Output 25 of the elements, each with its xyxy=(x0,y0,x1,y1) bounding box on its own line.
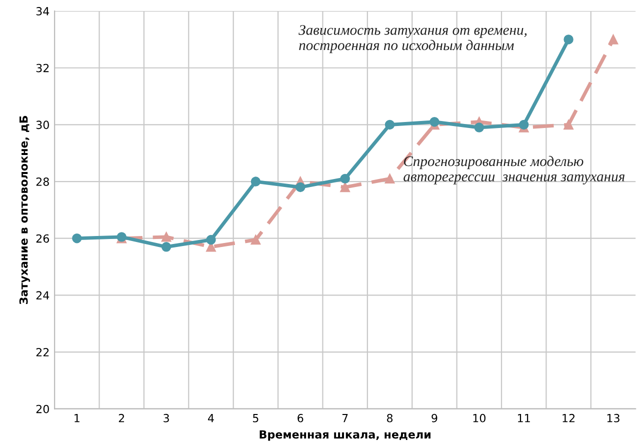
text: Зависимость затухания от времени, построенная по исходным данным xyxy=(298,25,527,54)
x-tick-label: 5 xyxy=(253,414,258,422)
y-tick-label: 34 xyxy=(36,7,50,16)
x-tick-label: 10 xyxy=(473,414,486,422)
x-tick-label: 6 xyxy=(298,414,304,422)
y-tick-label: 22 xyxy=(36,348,49,356)
x-tick-label: 8 xyxy=(386,414,393,422)
y-tick-label: 26 xyxy=(36,234,50,243)
x-tick-label: 9 xyxy=(432,414,438,422)
y-tick-label: 32 xyxy=(36,64,49,72)
y-tick-label: 28 xyxy=(36,178,49,186)
y-tick-label: 20 xyxy=(36,404,49,414)
x-tick-label: 13 xyxy=(607,414,620,422)
x-tick-label: 3 xyxy=(164,414,169,422)
series-label: Спрогнозированные моделью авторегрессии значения затухания xyxy=(404,156,625,184)
x-tick-label: 2 xyxy=(118,414,124,422)
y-axis-title: Затухание в оптоволокне, дБ xyxy=(19,116,30,304)
x-tick-label: 4 xyxy=(208,414,214,422)
y-tick-label: 24 xyxy=(36,291,50,300)
x-tick-label: 7 xyxy=(342,414,348,422)
y-tick-label: 30 xyxy=(36,120,49,130)
x-tick-label: 12 xyxy=(562,414,574,422)
x-tick-label: 11 xyxy=(518,414,530,422)
x-tick-label: 1 xyxy=(74,414,80,422)
x-axis-title: Временная шкала, недели xyxy=(260,430,430,441)
